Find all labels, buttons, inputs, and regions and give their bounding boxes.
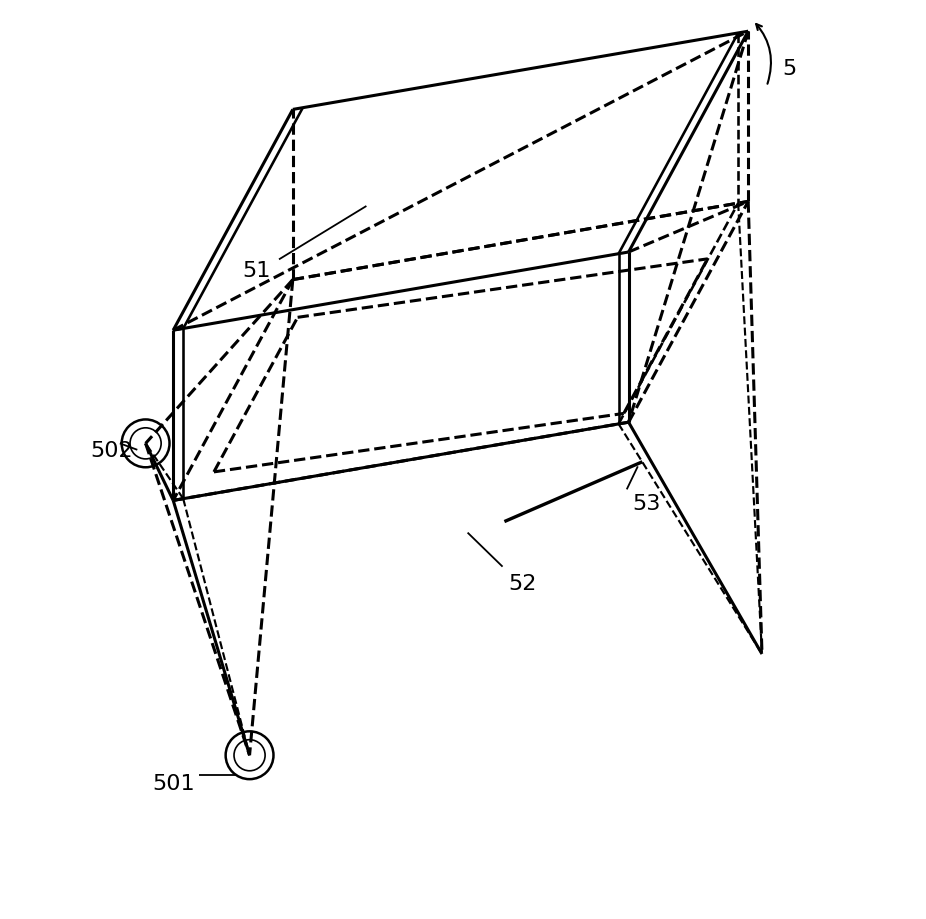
Text: 53: 53 <box>632 494 661 514</box>
Text: 51: 51 <box>242 261 270 281</box>
Text: 501: 501 <box>152 773 194 793</box>
Text: 502: 502 <box>90 440 132 460</box>
Text: 5: 5 <box>782 59 796 79</box>
Text: 52: 52 <box>508 573 537 594</box>
